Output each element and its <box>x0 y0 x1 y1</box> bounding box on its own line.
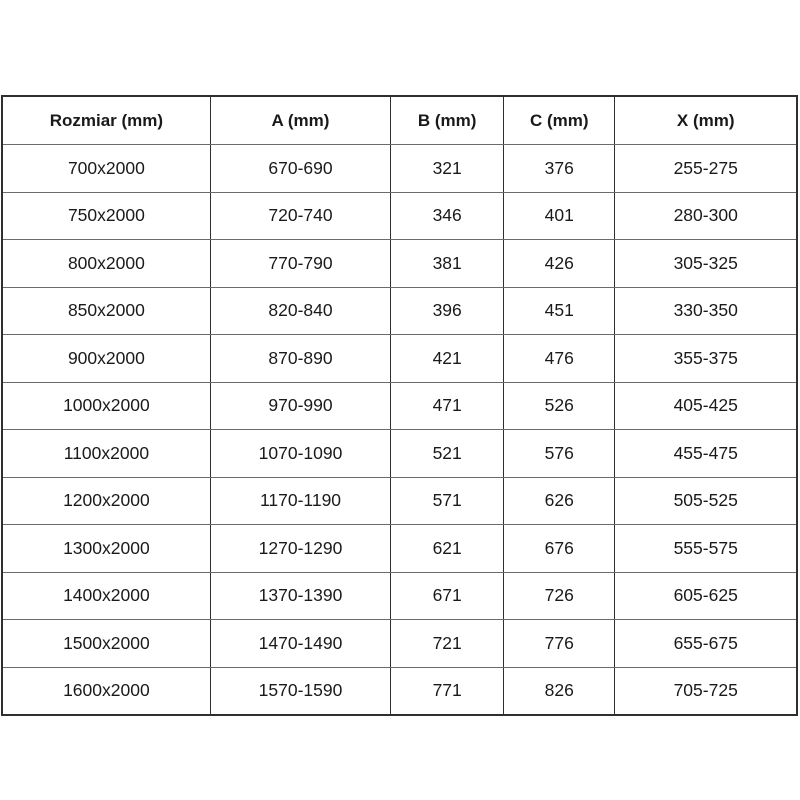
table-cell: 280-300 <box>614 191 798 240</box>
table-cell: 771 <box>390 666 505 716</box>
table-cell: 850x2000 <box>1 286 211 335</box>
table-cell: 1400x2000 <box>1 571 211 620</box>
table-cell: 700x2000 <box>1 144 211 193</box>
table-cell: 1600x2000 <box>1 666 211 716</box>
table-cell: 1300x2000 <box>1 524 211 573</box>
table-cell: 396 <box>390 286 505 335</box>
table-cell: 770-790 <box>209 239 392 288</box>
table-cell: 571 <box>390 476 505 525</box>
size-table-body: 700x2000 670-690 321 376 255-275 750x2000 720-… <box>1 144 798 716</box>
table-cell: 1070-1090 <box>209 429 392 478</box>
table-cell: 471 <box>390 381 505 430</box>
table-cell: 705-725 <box>614 666 798 716</box>
table-cell: 305-325 <box>614 239 798 288</box>
table-cell: 1570-1590 <box>209 666 392 716</box>
table-cell: 1470-1490 <box>209 619 392 668</box>
table-cell: 726 <box>503 571 616 620</box>
table-row: 1200x2000 1170-1190 571 626 505-525 <box>1 476 798 525</box>
table-cell: 671 <box>390 571 505 620</box>
table-row: 1300x2000 1270-1290 621 676 555-575 <box>1 524 798 573</box>
table-row: 900x2000 870-890 421 476 355-375 <box>1 334 798 383</box>
table-cell: 776 <box>503 619 616 668</box>
table-cell: 455-475 <box>614 429 798 478</box>
table-cell: 1170-1190 <box>209 476 392 525</box>
table-row: 1100x2000 1070-1090 521 576 455-475 <box>1 429 798 478</box>
table-cell: 970-990 <box>209 381 392 430</box>
table-cell: 521 <box>390 429 505 478</box>
table-cell: 1200x2000 <box>1 476 211 525</box>
table-cell: 1270-1290 <box>209 524 392 573</box>
table-cell: 255-275 <box>614 144 798 193</box>
table-cell: 870-890 <box>209 334 392 383</box>
table-row: 700x2000 670-690 321 376 255-275 <box>1 144 798 193</box>
table-cell: 421 <box>390 334 505 383</box>
table-cell: 900x2000 <box>1 334 211 383</box>
table-row: 800x2000 770-790 381 426 305-325 <box>1 239 798 288</box>
table-cell: 1500x2000 <box>1 619 211 668</box>
column-header: C (mm) <box>503 95 616 145</box>
table-row: 1500x2000 1470-1490 721 776 655-675 <box>1 619 798 668</box>
table-cell: 355-375 <box>614 334 798 383</box>
table-cell: 826 <box>503 666 616 716</box>
table-cell: 750x2000 <box>1 191 211 240</box>
table-cell: 381 <box>390 239 505 288</box>
table-cell: 721 <box>390 619 505 668</box>
table-cell: 1370-1390 <box>209 571 392 620</box>
table-cell: 720-740 <box>209 191 392 240</box>
table-cell: 800x2000 <box>1 239 211 288</box>
size-table: Rozmiar (mm) A (mm) B (mm) C (mm) X (mm) 700… <box>1 95 798 716</box>
column-header: B (mm) <box>390 95 505 145</box>
table-cell: 626 <box>503 476 616 525</box>
table-cell: 426 <box>503 239 616 288</box>
table-cell: 401 <box>503 191 616 240</box>
table-cell: 451 <box>503 286 616 335</box>
table-cell: 670-690 <box>209 144 392 193</box>
table-cell: 405-425 <box>614 381 798 430</box>
table-cell: 820-840 <box>209 286 392 335</box>
table-cell: 526 <box>503 381 616 430</box>
table-cell: 505-525 <box>614 476 798 525</box>
table-cell: 655-675 <box>614 619 798 668</box>
column-header: Rozmiar (mm) <box>1 95 211 145</box>
table-cell: 376 <box>503 144 616 193</box>
table-row: 1000x2000 970-990 471 526 405-425 <box>1 381 798 430</box>
size-table-head: Rozmiar (mm) A (mm) B (mm) C (mm) X (mm) <box>1 95 798 145</box>
table-row: 1600x2000 1570-1590 771 826 705-725 <box>1 666 798 716</box>
table-cell: 621 <box>390 524 505 573</box>
table-cell: 346 <box>390 191 505 240</box>
header-row: Rozmiar (mm) A (mm) B (mm) C (mm) X (mm) <box>1 95 798 145</box>
table-cell: 576 <box>503 429 616 478</box>
table-row: 1400x2000 1370-1390 671 726 605-625 <box>1 571 798 620</box>
table-cell: 1100x2000 <box>1 429 211 478</box>
table-cell: 605-625 <box>614 571 798 620</box>
table-cell: 1000x2000 <box>1 381 211 430</box>
table-cell: 321 <box>390 144 505 193</box>
column-header: A (mm) <box>209 95 392 145</box>
table-cell: 555-575 <box>614 524 798 573</box>
table-row: 750x2000 720-740 346 401 280-300 <box>1 191 798 240</box>
table-row: 850x2000 820-840 396 451 330-350 <box>1 286 798 335</box>
column-header: X (mm) <box>614 95 798 145</box>
table-cell: 330-350 <box>614 286 798 335</box>
table-cell: 676 <box>503 524 616 573</box>
table-cell: 476 <box>503 334 616 383</box>
